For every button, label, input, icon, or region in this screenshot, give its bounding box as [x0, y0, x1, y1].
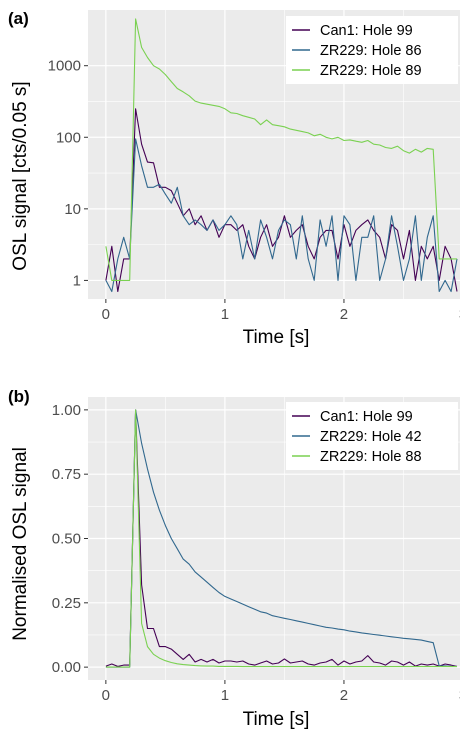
- legend-label-1: Can1: Hole 99: [320, 23, 413, 39]
- y-tick-label: 0.25: [52, 595, 81, 612]
- legend-label-1: Can1: Hole 99: [320, 409, 413, 425]
- x-tick-label: 1: [221, 306, 229, 323]
- x-tick-label: 2: [340, 306, 348, 323]
- y-tick-label: 0.00: [52, 659, 81, 676]
- legend-background: [286, 402, 458, 470]
- panel-a-xlabel: Time [s]: [243, 327, 310, 348]
- legend-label-2: ZR229: Hole 42: [320, 429, 422, 445]
- y-tick-label: 0.75: [52, 466, 81, 483]
- legend-label-2: ZR229: Hole 86: [320, 43, 422, 59]
- x-tick-label: 3: [459, 306, 460, 323]
- series-line-1: [105, 108, 458, 293]
- legend-background: [286, 16, 458, 84]
- x-tick-label: 1: [221, 687, 229, 704]
- legend-label-3: ZR229: Hole 88: [320, 449, 422, 465]
- panel-b-legend: Can1: Hole 99 ZR229: Hole 42 ZR229: Hole 8…: [286, 402, 458, 470]
- panel-b-label: (b): [8, 387, 30, 406]
- x-tick-label: 3: [459, 687, 460, 704]
- panel-a-ylabel: OSL signal [cts/0.05 s]: [10, 81, 31, 270]
- y-tick-label: 100: [56, 129, 81, 146]
- x-tick-label: 2: [340, 687, 348, 704]
- legend-label-3: ZR229: Hole 89: [320, 63, 422, 79]
- panel-b-xlabel: Time [s]: [243, 709, 310, 730]
- x-tick-label: 0: [102, 687, 110, 704]
- series-line-3: [105, 18, 457, 281]
- x-tick-label: 0: [102, 306, 110, 323]
- panel-a: (a) OSL signal [cts/0.05 s] Time [s] 0 1 2…: [8, 9, 460, 348]
- series-line-2: [105, 138, 458, 293]
- y-tick-label: 0.50: [52, 531, 81, 548]
- y-tick-label: 1.00: [52, 402, 81, 419]
- panel-b: (b) Normalised OSL signal Time [s] 0 1 2 3 0…: [8, 387, 460, 730]
- y-tick-label: 1000: [48, 58, 81, 75]
- panel-a-label: (a): [8, 9, 29, 28]
- y-tick-label: 1: [73, 272, 81, 289]
- series-line-2: [105, 409, 457, 668]
- panel-a-legend: Can1: Hole 99 ZR229: Hole 86 ZR229: Hole 8…: [286, 16, 458, 84]
- series-line-1: [105, 409, 458, 667]
- y-tick-label: 10: [64, 201, 81, 218]
- series-line-3: [105, 409, 457, 668]
- panel-b-ylabel: Normalised OSL signal: [10, 447, 31, 641]
